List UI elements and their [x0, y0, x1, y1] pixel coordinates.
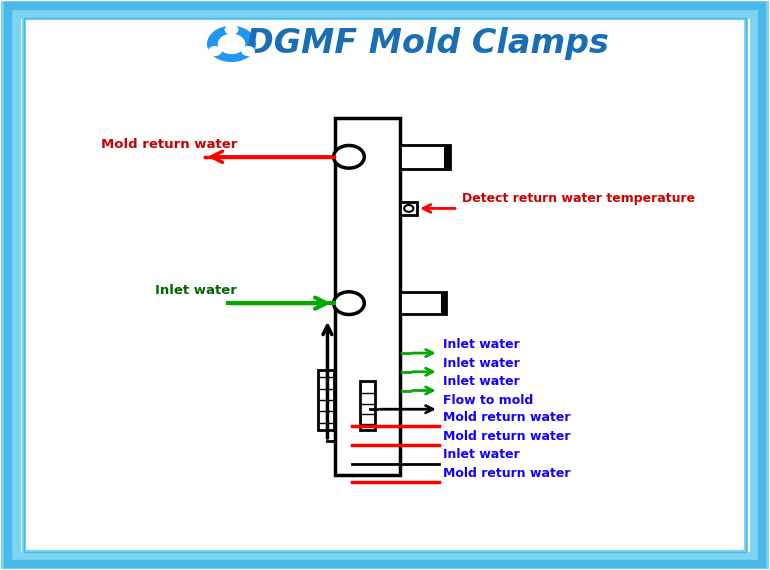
Circle shape — [207, 26, 256, 62]
Text: Inlet water: Inlet water — [443, 356, 519, 369]
Bar — [400, 202, 417, 215]
Circle shape — [218, 34, 246, 54]
Text: Inlet water: Inlet water — [443, 448, 519, 461]
Text: Mold return water: Mold return water — [443, 430, 570, 442]
Bar — [400, 145, 450, 169]
Circle shape — [333, 292, 364, 315]
Text: Inlet water: Inlet water — [443, 375, 519, 388]
Bar — [318, 370, 333, 430]
Text: Detect return water temperature: Detect return water temperature — [462, 192, 695, 205]
Circle shape — [225, 25, 239, 35]
Text: Mold return water: Mold return water — [443, 467, 570, 480]
Circle shape — [241, 46, 255, 56]
Text: Inlet water: Inlet water — [443, 338, 519, 351]
Text: Mold return water: Mold return water — [101, 138, 237, 151]
Text: DGMF Mold Clamps: DGMF Mold Clamps — [246, 27, 608, 60]
Circle shape — [333, 145, 364, 168]
Circle shape — [208, 46, 222, 56]
Text: Flow to mold: Flow to mold — [443, 394, 533, 407]
Bar — [400, 292, 447, 315]
Text: Mold return water: Mold return water — [443, 411, 570, 424]
Circle shape — [404, 205, 413, 212]
Bar — [335, 117, 400, 475]
Text: Inlet water: Inlet water — [155, 284, 236, 298]
Bar — [360, 381, 375, 430]
